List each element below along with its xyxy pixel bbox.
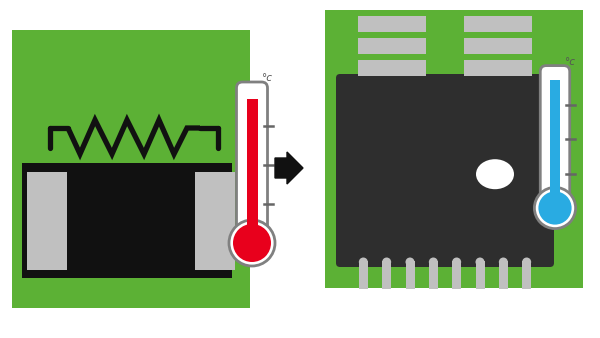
Bar (358, 38, 426, 54)
Bar (452, 261, 461, 289)
Circle shape (476, 258, 485, 266)
Bar (359, 261, 368, 289)
Circle shape (429, 258, 438, 266)
Circle shape (233, 224, 271, 262)
FancyArrow shape (275, 152, 303, 184)
Circle shape (406, 258, 415, 266)
Circle shape (382, 258, 391, 266)
Bar (499, 261, 508, 289)
Bar (358, 16, 426, 32)
Text: °c: °c (262, 73, 272, 83)
FancyBboxPatch shape (236, 82, 268, 239)
Bar (476, 261, 485, 289)
Bar (406, 261, 415, 289)
Bar (382, 261, 391, 289)
Circle shape (522, 258, 531, 266)
Ellipse shape (476, 159, 514, 189)
Bar (464, 38, 532, 54)
Circle shape (359, 258, 368, 266)
Bar (27, 172, 67, 270)
Circle shape (535, 187, 575, 228)
Bar (429, 261, 438, 289)
Circle shape (452, 258, 461, 266)
Circle shape (538, 191, 572, 224)
Text: °c: °c (564, 56, 575, 67)
Bar (522, 261, 531, 289)
FancyBboxPatch shape (336, 74, 554, 267)
Bar (247, 98, 257, 229)
Bar (550, 80, 560, 195)
Bar (325, 10, 583, 288)
Circle shape (229, 220, 275, 266)
Bar (22, 163, 232, 278)
Bar (464, 16, 532, 32)
Bar (464, 60, 532, 76)
Bar (358, 60, 426, 76)
Circle shape (499, 258, 508, 266)
Bar (195, 172, 235, 270)
Bar (12, 30, 250, 308)
FancyBboxPatch shape (540, 66, 570, 205)
